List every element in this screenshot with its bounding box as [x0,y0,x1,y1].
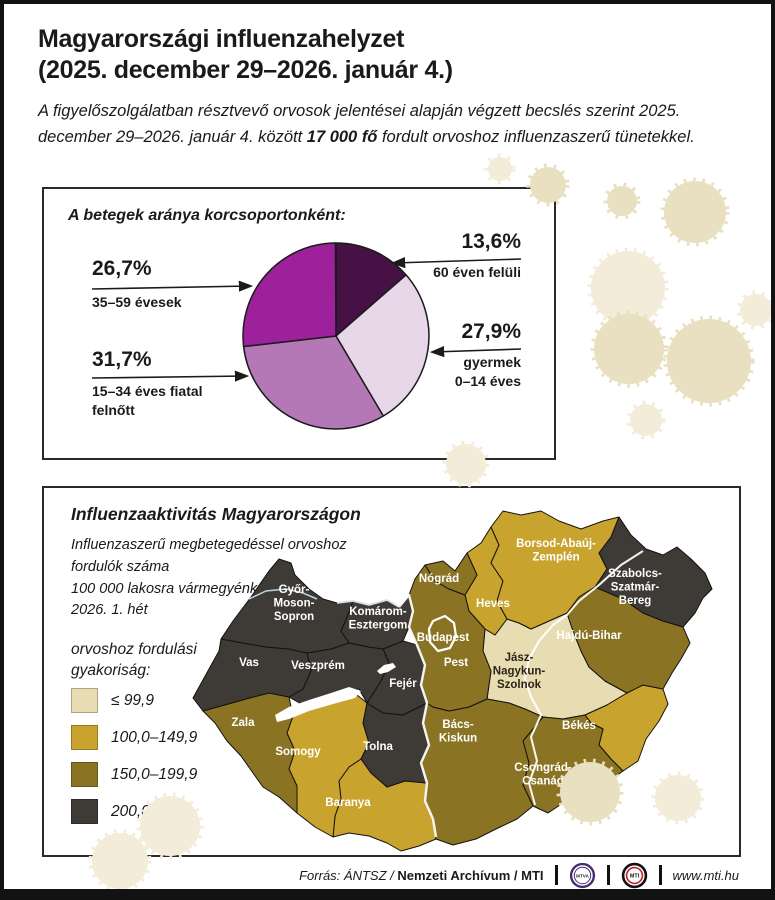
legend-label: 200,0 ≤ [111,802,163,820]
county-label-somogy: Somogy [275,746,321,758]
map-legend-title: orvoshoz fordulási gyakoriság: [71,641,197,679]
legend-row-2: 150,0–199,9 [71,762,197,787]
footer-separator-bar [658,865,662,885]
county-label-bekes: Békés [562,720,596,732]
intro-line2-after: fordult orvoshoz influenzaszerű tünetekk… [377,128,695,147]
lake-balaton [275,687,361,722]
callout-arrows [91,257,522,382]
callout-pct: 13,6% [461,230,521,253]
county-budapest [427,614,458,653]
svg-text:MTVA: MTVA [576,873,589,878]
callout-60-plus: 13,6% [381,230,521,253]
decor-virus-blob [663,315,755,407]
legend-swatch [71,762,98,787]
county-label-szabolcs: Szabolcs-Szatmár-Bereg [608,568,662,607]
river-danube [398,593,438,838]
county-szabolcs [594,516,713,628]
decor-virus-blob [603,182,641,220]
footer-separator-bar [606,865,610,885]
county-label-veszprem: Veszprém [291,660,345,672]
intro-bold-figure: 17 000 fő [306,128,378,147]
bottom-black-bar [4,889,771,896]
footer-source-bold: Nemzeti Archívum [397,867,511,883]
county-label-nograd: Nógrád [419,573,459,585]
pie-panel: A betegek aránya korcsoportonként: 26,7%… [42,187,556,460]
county-label-jasz: Jász-Nagykun-Szolnok [493,652,546,691]
page-title: Magyarországi influenzahelyzet (2025. de… [38,24,453,87]
county-nograd [424,552,478,596]
decor-virus-blob [590,310,668,388]
callout-35-59: 26,7% [92,257,152,280]
river-raba [248,588,318,600]
county-label-fejer: Fejér [389,678,417,690]
callout-child-desc: gyermek 0–14 éves [454,354,521,389]
county-label-budapest: Budapest [417,632,470,644]
decor-virus-blob [587,247,669,329]
legend-swatch [71,799,98,824]
legend-swatch [71,688,98,713]
footer-source: Forrás: ÁNTSZ / Nemzeti Archívum / MTI [299,868,543,883]
pie-slice-15-34-éves-fiatal-felnőtt [242,335,385,430]
pie-slice-35-59-évesek [242,242,337,348]
lake-velence [377,663,396,674]
county-label-komarom: Komárom-Esztergom [349,606,408,632]
river-tisza [524,550,644,806]
callout-15-34-desc: 15–34 éves fiatal felnőtt [92,383,203,418]
intro-text: A figyelőszolgálatban résztvevő orvosok … [38,98,750,151]
decor-virus-blob [626,400,666,440]
map-title: Influenzaaktivitás Magyarországon [71,504,361,524]
page-title-line2: (2025. december 29–2026. január 4.) [38,56,453,85]
mti-logo: MTI [621,862,647,888]
map-legend: ≤ 99,9 100,0–149,9 150,0–199,9 200,0 ≤ [71,688,197,836]
callout-pct: 26,7% [92,257,152,280]
legend-swatch [71,725,98,750]
page-title-line1: Magyarországi influenzahelyzet [38,25,405,53]
callout-60-plus-desc: 60 éven felüli [433,264,521,280]
legend-label: ≤ 99,9 [111,691,154,709]
decor-virus-blob [736,290,771,330]
callout-35-59-desc: 35–59 évesek [92,294,182,310]
decor-virus-blob [660,177,730,247]
county-label-zala: Zala [231,717,255,729]
county-label-baranya: Baranya [325,797,371,809]
svg-text:MTI: MTI [629,873,639,879]
mtva-logo: MTVA [569,862,595,888]
legend-label: 150,0–199,9 [111,765,198,783]
intro-line2-before: december 29–2026. január 4. között [38,128,307,147]
county-label-borsod: Borsod-Abaúj-Zemplén [516,538,596,564]
county-label-gyor: Győr-Moson-Sopron [274,584,315,623]
footer-website: www.mti.hu [672,867,739,883]
county-label-heves: Heves [476,598,510,610]
pie-chart-title: A betegek aránya korcsoportonként: [68,207,346,224]
legend-row-1: 100,0–149,9 [71,725,197,750]
pie-slice-gyermek-0-14-éves [335,274,430,417]
legend-row-0: ≤ 99,9 [71,688,197,713]
legend-row-3: 200,0 ≤ [71,799,197,824]
callout-pct: 27,9% [461,320,521,343]
river-danube-north [336,599,400,608]
intro-line1: A figyelőszolgálatban résztvevő orvosok … [38,102,681,120]
callout-15-34: 31,7% [92,348,152,371]
pie-chart-svg [91,242,522,430]
map-panel: Influenzaaktivitás Magyarországon Influe… [42,486,741,857]
county-label-hajdu: Hajdú-Bihar [556,630,622,642]
legend-label: 100,0–149,9 [111,728,198,746]
footer-source-suffix: / MTI [513,867,544,883]
callout-pct: 31,7% [92,348,152,371]
county-label-bacs: Bács-Kiskun [439,719,477,745]
footer: Forrás: ÁNTSZ / Nemzeti Archívum / MTI M… [4,858,771,892]
county-label-vas: Vas [239,657,259,669]
county-label-tolna: Tolna [363,741,393,753]
hungary-map-svg: Győr-Moson-Sopron Komárom-Esztergom Vas Ves… [192,510,713,852]
footer-separator-bar [554,865,558,885]
decor-virus-blob [484,153,516,185]
county-label-pest: Pest [444,657,468,669]
callout-child: 27,9% [381,320,521,343]
county-label-csongrad: Csongrád-Csanád [514,762,572,788]
map-subtitle: Influenzaszerű megbetegedéssel orvoshoz … [71,537,347,619]
footer-source-prefix: Forrás: ÁNTSZ / [299,867,394,883]
pie-slice-60-éven-felüli [335,242,407,337]
